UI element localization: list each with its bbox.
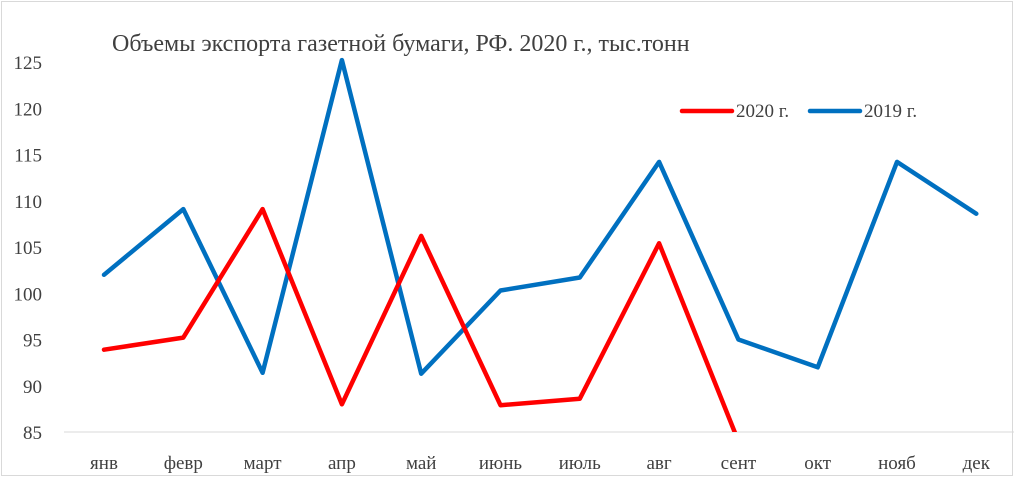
y-tick-label: 110 (14, 192, 42, 213)
chart-title: Объемы экспорта газетной бумаги, РФ. 202… (112, 31, 690, 57)
y-tick-label: 120 (14, 99, 43, 120)
series-group (101, 57, 979, 432)
x-tick-label: нояб (878, 453, 916, 474)
y-tick-label: 125 (14, 53, 43, 74)
legend-label-1: 2019 г. (864, 101, 917, 122)
x-tick-label: дек (963, 453, 991, 474)
x-tick-label: янв (90, 453, 118, 474)
y-tick-label: 100 (14, 284, 43, 305)
x-tick-label: авг (646, 453, 671, 474)
x-tick-label: февр (164, 453, 203, 474)
x-tick-label: апр (328, 453, 356, 474)
series-line-0 (101, 206, 738, 432)
x-axis-ticks: янв февр март апр май июнь июль авг сент окт нояб д… (90, 453, 991, 474)
x-tick-label: июль (559, 453, 601, 474)
series-line-1 (101, 57, 979, 376)
y-tick-label: 85 (23, 423, 42, 444)
x-tick-label: май (406, 453, 437, 474)
x-tick-label: окт (804, 453, 831, 474)
y-tick-label: 90 (23, 377, 42, 398)
x-tick-label: март (244, 453, 283, 474)
y-tick-label: 105 (14, 238, 43, 259)
legend: 2020 г. 2019 г. (679, 101, 917, 122)
x-tick-label: сент (721, 453, 757, 474)
y-tick-label: 115 (14, 146, 42, 167)
y-tick-label: 95 (23, 331, 42, 352)
y-axis-ticks: 85 90 95 100 105 110 115 120 125 (14, 53, 43, 444)
legend-label-0: 2020 г. (736, 101, 789, 122)
x-tick-label: июнь (479, 453, 523, 474)
